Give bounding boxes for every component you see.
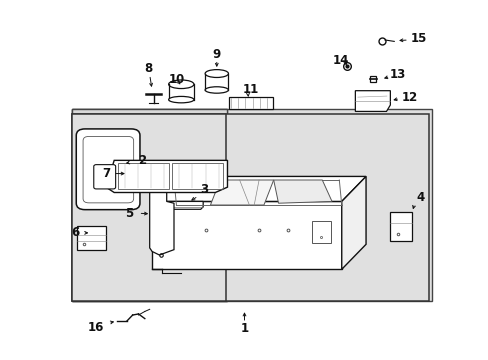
Ellipse shape bbox=[204, 69, 228, 77]
Bar bbox=[72, 109, 431, 301]
FancyBboxPatch shape bbox=[76, 129, 140, 210]
Text: 7: 7 bbox=[102, 167, 110, 180]
Ellipse shape bbox=[204, 87, 228, 93]
Polygon shape bbox=[77, 226, 106, 249]
Text: 4: 4 bbox=[416, 191, 424, 204]
Bar bbox=[72, 114, 225, 301]
Polygon shape bbox=[389, 212, 411, 241]
Text: 5: 5 bbox=[124, 207, 133, 220]
Bar bbox=[72, 114, 428, 301]
Text: 9: 9 bbox=[212, 48, 221, 61]
Text: 8: 8 bbox=[144, 62, 153, 75]
Polygon shape bbox=[106, 160, 227, 193]
Ellipse shape bbox=[168, 80, 194, 89]
Text: 1: 1 bbox=[240, 322, 248, 335]
Text: 16: 16 bbox=[88, 321, 104, 334]
Text: 15: 15 bbox=[409, 32, 426, 45]
Text: 6: 6 bbox=[71, 226, 79, 239]
Text: 11: 11 bbox=[242, 84, 259, 96]
Polygon shape bbox=[152, 176, 366, 202]
Text: 14: 14 bbox=[332, 54, 348, 67]
Text: 3: 3 bbox=[200, 183, 208, 196]
Text: 2: 2 bbox=[138, 154, 146, 167]
Polygon shape bbox=[166, 202, 203, 209]
FancyBboxPatch shape bbox=[94, 165, 116, 189]
Text: 12: 12 bbox=[401, 91, 417, 104]
Polygon shape bbox=[273, 180, 331, 203]
Polygon shape bbox=[355, 91, 389, 111]
Ellipse shape bbox=[168, 96, 194, 103]
Polygon shape bbox=[341, 176, 366, 269]
Text: 10: 10 bbox=[168, 73, 184, 86]
Bar bbox=[72, 109, 227, 301]
Bar bbox=[311, 221, 330, 243]
Text: 13: 13 bbox=[389, 68, 405, 81]
Polygon shape bbox=[228, 97, 272, 109]
Polygon shape bbox=[149, 176, 174, 255]
Polygon shape bbox=[152, 202, 341, 269]
Bar bbox=[72, 109, 227, 301]
Polygon shape bbox=[210, 180, 273, 205]
